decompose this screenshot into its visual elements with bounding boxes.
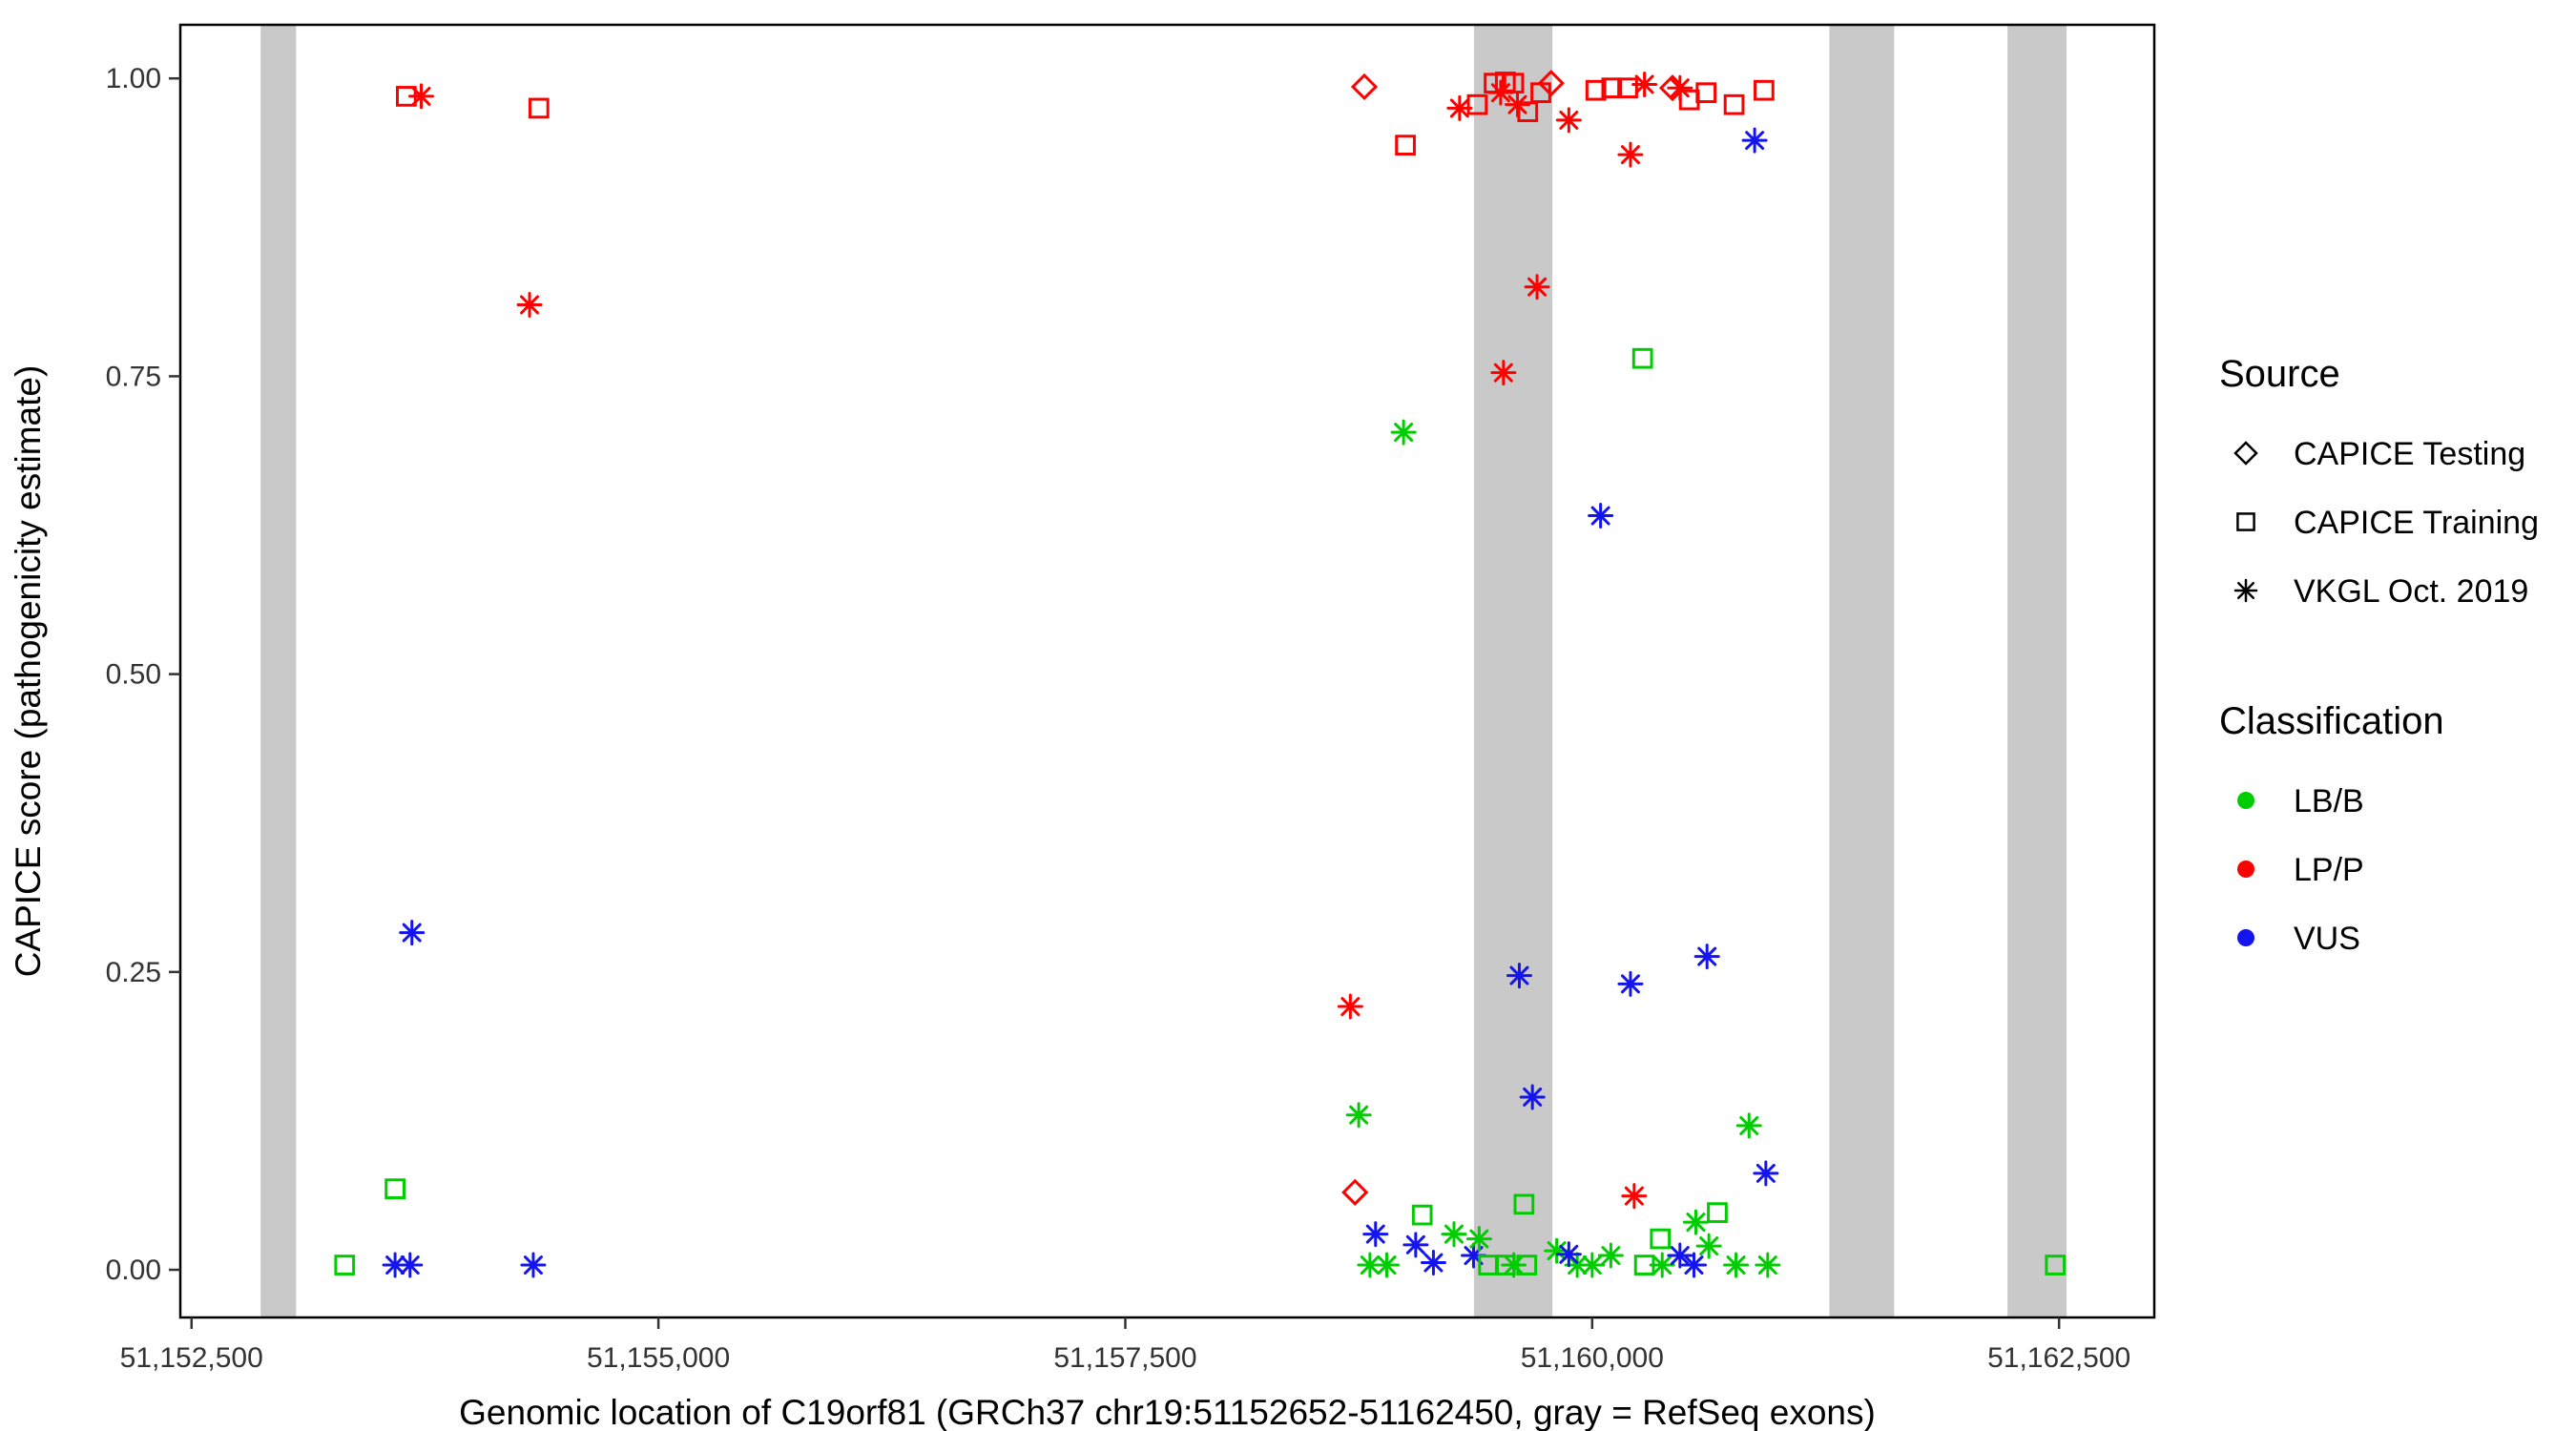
data-point: [1402, 1232, 1429, 1258]
exon-band: [260, 25, 297, 1317]
legend-source-item-label: CAPICE Testing: [2294, 436, 2525, 472]
x-axis-title: Genomic location of C19orf81 (GRCh37 chr…: [459, 1393, 1876, 1431]
x-tick-label: 51,152,500: [120, 1342, 263, 1374]
y-axis-title: CAPICE score (pathogenicity estimate): [9, 365, 48, 978]
classification-swatch-icon: [2237, 861, 2254, 878]
data-point: [1490, 360, 1517, 386]
data-point: [1420, 1250, 1446, 1276]
data-point: [1519, 1084, 1546, 1110]
data-point: [1631, 347, 1653, 369]
data-point: [1544, 1237, 1570, 1264]
data-point: [1337, 993, 1363, 1020]
data-point: [1585, 79, 1607, 101]
y-tick-label: 0.50: [106, 659, 161, 691]
data-point: [1753, 1160, 1779, 1187]
data-point: [1617, 970, 1644, 997]
data-point: [1682, 1209, 1709, 1235]
data-point: [382, 1252, 408, 1278]
classification-swatch-icon: [2237, 929, 2254, 946]
legend-source-title: Source: [2219, 353, 2340, 395]
legend-source-item-label: CAPICE Training: [2294, 505, 2539, 541]
data-point: [516, 291, 543, 318]
diamond-icon: [2233, 441, 2258, 466]
legend-classification-item-label: VUS: [2294, 921, 2360, 957]
panel-border: [178, 23, 2156, 1319]
data-point: [1506, 963, 1532, 989]
data-point: [2045, 1255, 2067, 1275]
data-point: [1503, 73, 1525, 94]
data-point: [1555, 107, 1582, 134]
data-point: [1597, 1242, 1624, 1269]
data-point: [1411, 1204, 1433, 1226]
data-point: [1362, 1221, 1389, 1248]
data-point: [1341, 1178, 1369, 1206]
data-point: [1350, 73, 1379, 101]
data-point: [1345, 1102, 1372, 1129]
data-point: [1390, 419, 1417, 446]
square-icon: [2236, 512, 2255, 531]
exon-band: [1829, 25, 1895, 1317]
data-point: [1754, 79, 1775, 101]
y-tick-label: 1.00: [106, 63, 161, 94]
data-point: [1617, 141, 1644, 168]
y-tick-label: 0.25: [106, 957, 161, 988]
data-point: [1441, 1221, 1467, 1248]
data-point: [528, 97, 550, 119]
x-tick-label: 51,162,500: [1987, 1342, 2130, 1374]
data-point: [1466, 93, 1488, 115]
data-point: [1588, 503, 1614, 529]
data-point: [1617, 77, 1638, 99]
data-point: [1707, 1202, 1728, 1223]
legend-classification-item-label: LB/B: [2294, 783, 2364, 819]
data-point: [1667, 1242, 1693, 1269]
data-point: [1530, 82, 1551, 104]
data-point: [1723, 1252, 1750, 1278]
data-point: [1373, 1252, 1400, 1278]
data-point: [397, 1252, 424, 1278]
data-point: [1741, 127, 1768, 154]
data-point: [1465, 1226, 1492, 1253]
exon-band: [1473, 25, 1553, 1317]
x-tick-label: 51,157,500: [1053, 1342, 1196, 1374]
x-tick-label: 51,160,000: [1521, 1342, 1664, 1374]
data-point: [408, 83, 435, 110]
data-point: [1621, 1183, 1648, 1210]
data-point: [1680, 1252, 1707, 1278]
data-point: [1693, 944, 1720, 970]
data-point: [1650, 1228, 1672, 1250]
data-point: [1695, 1233, 1722, 1259]
data-point: [1524, 274, 1550, 301]
data-point: [1695, 82, 1717, 104]
x-tick-label: 51,155,000: [587, 1342, 730, 1374]
exon-band: [2007, 25, 2067, 1317]
legend-source-item-label: VKGL Oct. 2019: [2294, 573, 2528, 610]
data-point: [399, 920, 426, 946]
data-point: [1649, 1252, 1675, 1278]
data-point: [1579, 1252, 1606, 1278]
classification-swatch-icon: [2237, 792, 2254, 809]
data-point: [384, 1178, 405, 1199]
y-tick-label: 0.75: [106, 361, 161, 392]
data-point: [334, 1255, 356, 1275]
data-point: [1755, 1252, 1781, 1278]
data-point: [520, 1252, 547, 1278]
data-point: [1516, 1255, 1538, 1275]
data-point: [1631, 71, 1658, 97]
data-point: [1723, 93, 1745, 115]
data-point: [1555, 1241, 1582, 1268]
legend-classification-title: Classification: [2219, 700, 2444, 742]
legend-classification-item-label: LP/P: [2294, 852, 2364, 888]
y-tick-label: 0.00: [106, 1255, 161, 1286]
data-point: [1601, 77, 1623, 99]
data-point: [1735, 1112, 1762, 1139]
data-point: [1517, 101, 1539, 123]
data-point: [1678, 89, 1700, 111]
data-point: [1513, 1193, 1535, 1215]
data-point: [1395, 135, 1416, 156]
asterisk-icon: [2233, 578, 2258, 603]
